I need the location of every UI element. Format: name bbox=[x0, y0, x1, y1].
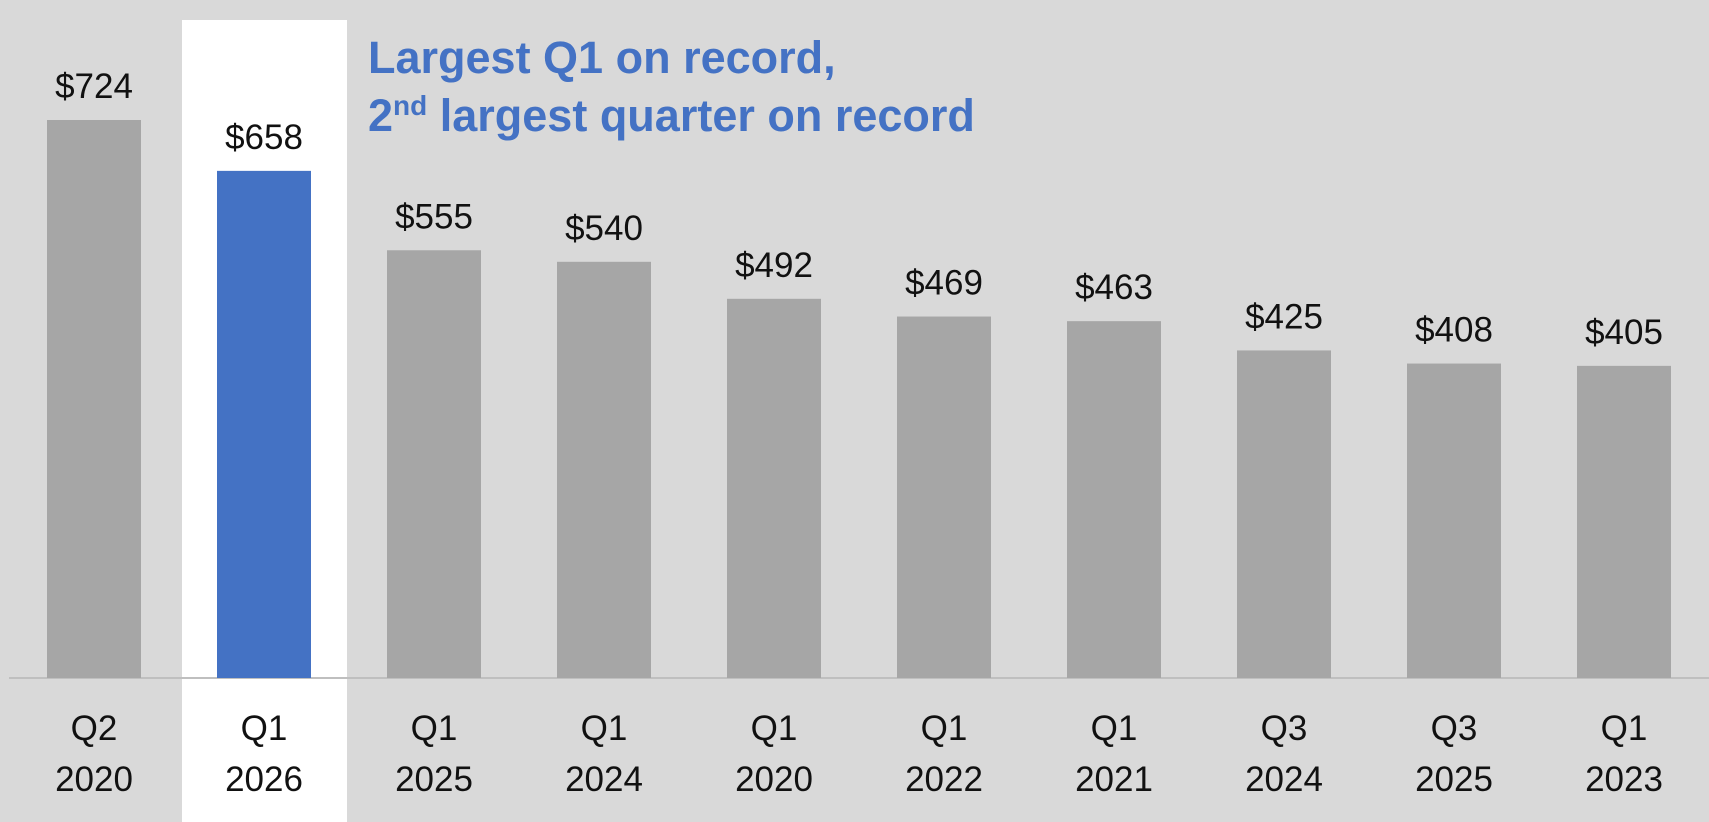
x-tick-label-line: Q1 bbox=[241, 709, 288, 748]
value-label: $408 bbox=[1415, 311, 1493, 350]
bar bbox=[217, 170, 311, 678]
annotation-number: 2 bbox=[368, 90, 393, 141]
x-tick-label: Q2 2020 bbox=[55, 709, 133, 799]
x-tick-label: Q1 2026 bbox=[225, 709, 303, 799]
x-tick-label-line: 2020 bbox=[735, 760, 813, 799]
value-label: $555 bbox=[395, 197, 473, 236]
x-tick-label: Q1 2024 bbox=[565, 709, 643, 799]
value-label: $469 bbox=[905, 264, 983, 303]
x-tick-label-line: Q3 bbox=[1431, 709, 1478, 748]
value-label: $724 bbox=[55, 67, 133, 106]
annotation-superscript: nd bbox=[393, 90, 427, 121]
x-tick-label-line: Q1 bbox=[1091, 709, 1138, 748]
x-tick-label: Q1 2020 bbox=[735, 709, 813, 799]
x-tick-label-line: Q3 bbox=[1261, 709, 1308, 748]
annotation-line-2: 2nd largest quarter on record bbox=[368, 90, 975, 141]
bar bbox=[1577, 365, 1671, 678]
x-tick-label-line: 2020 bbox=[55, 760, 133, 799]
x-tick-label-line: Q1 bbox=[1601, 709, 1648, 748]
x-tick-label-line: 2022 bbox=[905, 760, 983, 799]
x-tick-label-line: Q1 bbox=[751, 709, 798, 748]
x-tick-label-line: Q2 bbox=[71, 709, 118, 748]
x-tick-label: Q3 2025 bbox=[1415, 709, 1493, 799]
x-tick-label-line: 2024 bbox=[565, 760, 643, 799]
x-tick-label-line: Q1 bbox=[411, 709, 458, 748]
bar bbox=[1407, 363, 1501, 678]
value-label: $425 bbox=[1245, 297, 1323, 336]
x-tick-label: Q1 2023 bbox=[1585, 709, 1663, 799]
value-label: $463 bbox=[1075, 268, 1153, 307]
x-tick-label-line: Q1 bbox=[921, 709, 968, 748]
annotation-line-1: Largest Q1 on record, bbox=[368, 32, 836, 83]
bar bbox=[1237, 350, 1331, 678]
x-tick-label: Q3 2024 bbox=[1245, 709, 1323, 799]
value-label: $405 bbox=[1585, 313, 1663, 352]
x-tick-label-line: 2025 bbox=[395, 760, 473, 799]
value-label: $540 bbox=[565, 209, 643, 248]
value-label: $492 bbox=[735, 246, 813, 285]
bar bbox=[47, 120, 141, 678]
x-tick-label-line: 2026 bbox=[225, 760, 303, 799]
x-tick-label: Q1 2025 bbox=[395, 709, 473, 799]
bar bbox=[727, 298, 821, 678]
bar bbox=[557, 261, 651, 678]
x-tick-label-line: 2024 bbox=[1245, 760, 1323, 799]
x-tick-label-line: 2021 bbox=[1075, 760, 1153, 799]
x-tick-label: Q1 2021 bbox=[1075, 709, 1153, 799]
bar bbox=[1067, 321, 1161, 678]
x-tick-label-line: Q1 bbox=[581, 709, 628, 748]
x-tick-label-line: 2025 bbox=[1415, 760, 1493, 799]
annotation-text: largest quarter on record bbox=[427, 90, 975, 141]
value-label: $658 bbox=[225, 118, 303, 157]
x-tick-label-line: 2023 bbox=[1585, 760, 1663, 799]
x-tick-label: Q1 2022 bbox=[905, 709, 983, 799]
bar bbox=[897, 316, 991, 678]
bar bbox=[387, 250, 481, 678]
